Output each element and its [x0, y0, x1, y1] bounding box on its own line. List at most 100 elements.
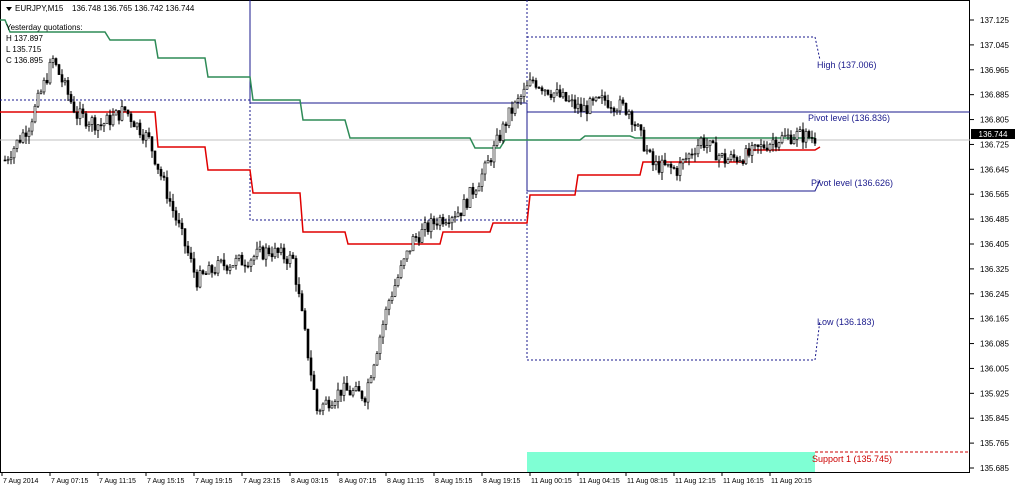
candle-body	[123, 106, 127, 111]
y-tick-label: 136.885	[980, 91, 1009, 100]
candle-body	[798, 129, 802, 132]
candle-body	[576, 103, 580, 109]
candle-body	[690, 153, 694, 156]
candle-body	[420, 229, 424, 243]
candle-body	[507, 107, 511, 126]
x-tick-label: 7 Aug 23:15	[243, 478, 280, 485]
candle-body	[600, 95, 604, 99]
candle-body	[483, 162, 487, 175]
candle-body	[708, 140, 712, 146]
candle-body	[756, 144, 760, 148]
candle-body	[216, 260, 220, 274]
candle-body	[102, 123, 106, 127]
candle-body	[753, 144, 757, 147]
candle-body	[423, 222, 427, 230]
candle-body	[111, 114, 115, 126]
candle-body	[453, 216, 457, 219]
candle-body	[387, 300, 391, 310]
candle-body	[87, 124, 91, 127]
candle-body	[354, 386, 358, 391]
y-tick-label: 136.725	[980, 140, 1009, 149]
candle-body	[723, 153, 727, 164]
candle-body	[285, 258, 289, 264]
candle-body	[228, 266, 232, 271]
candle-body	[327, 399, 331, 409]
candle-body	[210, 265, 214, 273]
candle-body	[9, 157, 13, 160]
candle-body	[219, 259, 223, 262]
candle-body	[558, 89, 562, 98]
candle-body	[375, 353, 379, 366]
candle-body	[579, 103, 583, 112]
y-tick-label: 136.405	[980, 240, 1009, 249]
candle-body	[345, 382, 349, 391]
candle-body	[639, 124, 643, 131]
collapse-triangle-icon[interactable]	[6, 7, 12, 11]
candle-body	[564, 92, 568, 102]
x-tick-label: 11 Aug 16:15	[723, 478, 764, 485]
candle-body	[486, 160, 490, 164]
candle-body	[225, 265, 229, 271]
red-step-line	[0, 111, 821, 245]
candle-body	[456, 212, 460, 217]
candle-body	[30, 121, 34, 132]
candle-body	[45, 79, 49, 84]
candle-body	[114, 110, 118, 116]
candle-body	[732, 154, 736, 158]
candle-body	[768, 143, 772, 151]
candle-body	[597, 96, 601, 99]
candle-body	[783, 135, 787, 137]
x-tick-label: 7 Aug 07:15	[51, 478, 88, 485]
candle-body	[804, 131, 808, 143]
candle-body	[495, 134, 499, 146]
candle-body	[609, 107, 613, 109]
candle-body	[417, 237, 421, 243]
candle-body	[396, 277, 400, 286]
candle-body	[81, 108, 85, 114]
candle-body	[729, 154, 733, 160]
candle-body	[792, 139, 796, 144]
candle-body	[612, 107, 616, 112]
candle-body	[207, 265, 211, 275]
candle-body	[477, 186, 481, 192]
candle-body	[141, 134, 145, 141]
candle-body	[180, 222, 184, 230]
candle-body	[48, 61, 52, 84]
candle-body	[201, 270, 205, 274]
candle-body	[444, 222, 448, 225]
candle-body	[90, 117, 94, 125]
candle-body	[237, 254, 241, 259]
candle-body	[168, 198, 172, 202]
candle-body	[777, 142, 781, 148]
candle-body	[309, 357, 313, 376]
candle-body	[318, 410, 322, 412]
candle-body	[645, 149, 649, 152]
candle-body	[366, 382, 370, 403]
candle-body	[675, 167, 679, 176]
candle-body	[432, 218, 436, 225]
candle-body	[363, 398, 367, 403]
candle-body	[501, 123, 505, 141]
candle-body	[255, 248, 259, 257]
candle-body	[786, 134, 790, 137]
symbol-label: EURJPY,M15	[15, 4, 64, 13]
candle-body	[351, 390, 355, 396]
yesterday-close: C 136.895	[6, 56, 43, 65]
candle-body	[279, 247, 283, 253]
candle-body	[669, 163, 673, 168]
candle-body	[699, 137, 703, 146]
current-price-tag	[971, 129, 1015, 139]
current-price-value: 136.744	[979, 130, 1008, 139]
candle-body	[27, 130, 31, 137]
candle-body	[585, 105, 589, 115]
candle-body	[69, 94, 73, 103]
candle-body	[561, 92, 565, 98]
candle-body	[330, 405, 334, 409]
candle-body	[747, 148, 751, 156]
candle-body	[741, 160, 745, 164]
candle-body	[717, 155, 721, 161]
candle-body	[213, 272, 217, 274]
candle-body	[291, 254, 295, 259]
candle-body	[189, 252, 193, 259]
